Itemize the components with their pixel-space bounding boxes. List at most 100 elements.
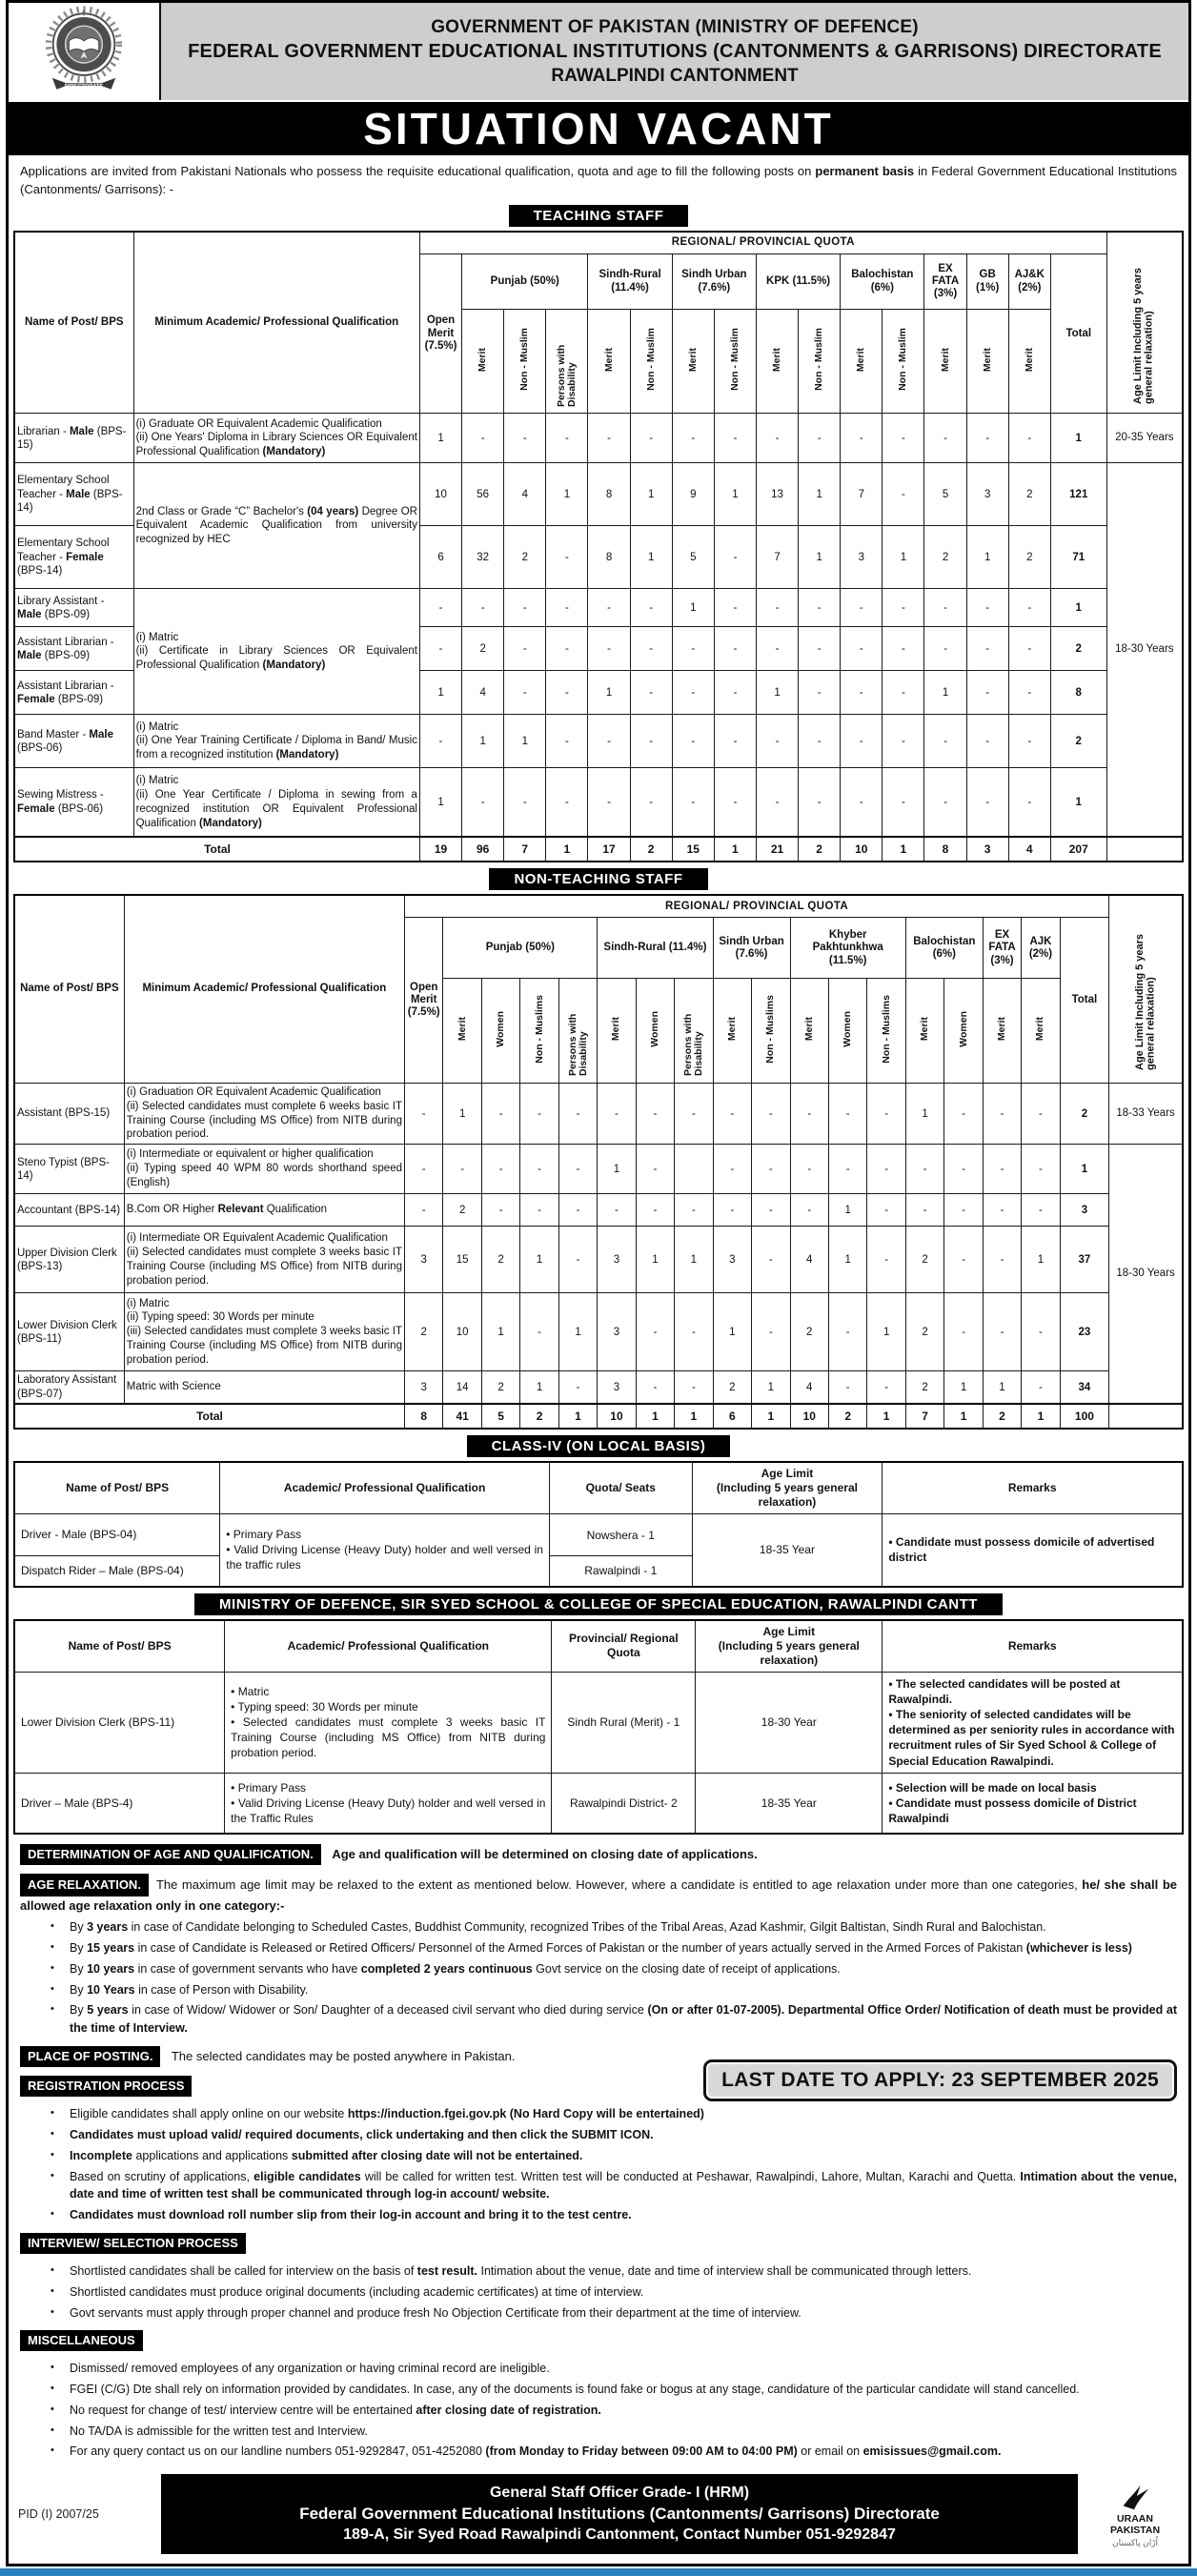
table-row: Laboratory Assistant (BPS-07) Matric wit… bbox=[13, 1370, 1183, 1405]
quota-cell: - bbox=[840, 626, 883, 672]
place-of-posting-section: PLACE OF POSTING. The selected candidate… bbox=[20, 2045, 1177, 2068]
quota-cell: 1 bbox=[418, 767, 463, 838]
quota-cell: 1 bbox=[1049, 767, 1107, 838]
sub-pwd: Persons with Disability bbox=[674, 978, 714, 1084]
col-punjab: Punjab (50%) bbox=[461, 254, 589, 311]
age-limit-cell: 18-33 Years bbox=[1108, 1082, 1184, 1146]
sub-non-muslims: Non - Muslims bbox=[519, 978, 559, 1084]
quota-cell: - bbox=[403, 1193, 444, 1227]
total-cell: 10 bbox=[789, 1403, 829, 1430]
quota-cell: 5 bbox=[671, 525, 715, 590]
list-item: Govt servants must apply through proper … bbox=[49, 2304, 1177, 2322]
quota-cell: - bbox=[789, 1144, 829, 1195]
quota-cell: 1 bbox=[503, 714, 547, 769]
sub-women: Women bbox=[635, 978, 676, 1084]
post-cell: Lower Division Clerk (BPS-11) bbox=[13, 1671, 226, 1774]
quota-cell: - bbox=[545, 525, 589, 590]
quota-cell: - bbox=[1007, 767, 1051, 838]
quota-cell: 1 bbox=[442, 1082, 482, 1146]
quota-cell: - bbox=[965, 767, 1009, 838]
sub-merit: Merit bbox=[982, 978, 1023, 1084]
qualification-cell: 2nd Class or Grade “C” Bachelor's (04 ye… bbox=[132, 462, 420, 590]
quota-cell: - bbox=[587, 626, 631, 672]
total-cell: 1 bbox=[751, 1403, 791, 1430]
list-item: By 3 years in case of Candidate belongin… bbox=[49, 1918, 1177, 1937]
quota-cell: 1 bbox=[519, 1226, 559, 1294]
sub-merit: Merit bbox=[1021, 978, 1061, 1084]
age-relaxation-label: AGE RELAXATION. bbox=[20, 1874, 149, 1897]
crest-ribbon-label: DIRECTORATE bbox=[65, 84, 104, 90]
mod-school-table: Name of Post/ BPS Academic/ Professional… bbox=[13, 1618, 1184, 1836]
quota-cell: - bbox=[480, 1193, 521, 1227]
quota-cell: - bbox=[982, 1193, 1023, 1227]
col-quota-seats: Quota/ Seats bbox=[548, 1461, 693, 1515]
sub-non-muslim: Non - Muslim bbox=[713, 309, 757, 415]
quota-cell: 6 bbox=[418, 525, 463, 590]
col-age-limit: Age Limit (Including 5 years general rel… bbox=[695, 1619, 883, 1673]
quota-cell: 4 bbox=[789, 1370, 829, 1405]
table-row: Upper Division Clerk (BPS-13) (i) Interm… bbox=[13, 1226, 1183, 1294]
registration-area: LAST DATE TO APPLY: 23 SEPTEMBER 2025 PL… bbox=[20, 2045, 1177, 2224]
col-total: Total bbox=[1049, 254, 1107, 415]
col-post: Name of Post/ BPS bbox=[13, 231, 134, 415]
sub-women: Women bbox=[480, 978, 521, 1084]
qualification-cell: (i) Graduate OR Equivalent Academic Qual… bbox=[132, 413, 420, 464]
teaching-staff-heading: TEACHING STAFF bbox=[508, 204, 689, 227]
quota-cell: - bbox=[1021, 1292, 1061, 1372]
quota-cell: - bbox=[882, 588, 925, 628]
quota-cell: - bbox=[671, 626, 715, 672]
col-ajk: AJ&K (2%) bbox=[1007, 254, 1051, 311]
quota-cell: - bbox=[503, 670, 547, 716]
quota-cell: - bbox=[519, 1082, 559, 1146]
col-sindh-urban: Sindh Urban (7.6%) bbox=[712, 917, 791, 980]
quota-cell: 2 bbox=[904, 1292, 945, 1372]
col-post: Name of Post/ BPS bbox=[13, 1619, 226, 1673]
quota-cell: 1 bbox=[629, 462, 673, 527]
col-sindh-urban: Sindh Urban (7.6%) bbox=[671, 254, 757, 311]
qualification-cell: (i) Matric (ii) One Year Certificate / D… bbox=[132, 767, 420, 838]
footer-address-line: 189-A, Sir Syed Road Rawalpindi Cantonme… bbox=[343, 2526, 896, 2544]
quota-cell: - bbox=[965, 714, 1009, 769]
quota-cell: - bbox=[418, 714, 463, 769]
col-remarks: Remarks bbox=[882, 1619, 1184, 1673]
quota-cell: - bbox=[713, 525, 757, 590]
sub-non-muslims: Non - Muslims bbox=[866, 978, 906, 1084]
list-item: No request for change of test/ interview… bbox=[49, 2402, 1177, 2420]
quota-cell: 32 bbox=[461, 525, 505, 590]
list-item: Incomplete applications and applications… bbox=[49, 2147, 1177, 2165]
quota-cell: - bbox=[840, 413, 883, 464]
list-item: Shortlisted candidates must produce orig… bbox=[49, 2283, 1177, 2302]
quota-cell: - bbox=[789, 1082, 829, 1146]
quota-cell: 3 bbox=[1059, 1193, 1110, 1227]
quota-cell: 71 bbox=[1049, 525, 1107, 590]
post-cell: Elementary School Teacher - Female (BPS-… bbox=[13, 525, 134, 590]
quota-cell: 1 bbox=[418, 413, 463, 464]
quota-cell: - bbox=[519, 1292, 559, 1372]
remarks-cell: • Selection will be made on local basis … bbox=[882, 1772, 1184, 1835]
post-cell: Librarian - Male (BPS-15) bbox=[13, 413, 134, 464]
table-row: Dispatch Rider – Male (BPS-04) Rawalpind… bbox=[13, 1555, 1183, 1588]
total-cell: 96 bbox=[461, 835, 505, 862]
quota-cell: - bbox=[635, 1193, 676, 1227]
class-iv-table: Name of Post/ BPS Academic/ Professional… bbox=[13, 1461, 1184, 1588]
col-gb: GB (1%) bbox=[965, 254, 1009, 311]
quota-cell: 10 bbox=[442, 1292, 482, 1372]
list-item: No TA/DA is admissible for the written t… bbox=[49, 2423, 1177, 2441]
total-cell: 1 bbox=[558, 1403, 598, 1430]
quota-cell: - bbox=[635, 1082, 676, 1146]
total-cell: 7 bbox=[904, 1403, 945, 1430]
quota-cell: - bbox=[629, 413, 673, 464]
quota-cell: - bbox=[840, 588, 883, 628]
quota-cell: - bbox=[798, 714, 842, 769]
quota-cell: - bbox=[882, 462, 925, 527]
quota-cell: Sindh Rural (Merit) - 1 bbox=[551, 1671, 697, 1774]
quota-cell: - bbox=[982, 1144, 1023, 1195]
quota-cell: - bbox=[674, 1370, 714, 1405]
list-item: For any query contact us on our landline… bbox=[49, 2443, 1177, 2461]
quota-cell: - bbox=[545, 767, 589, 838]
quota-cell: - bbox=[866, 1082, 906, 1146]
total-cell: 7 bbox=[503, 835, 547, 862]
quota-cell: 3 bbox=[597, 1292, 637, 1372]
quota-cell: - bbox=[751, 1292, 791, 1372]
